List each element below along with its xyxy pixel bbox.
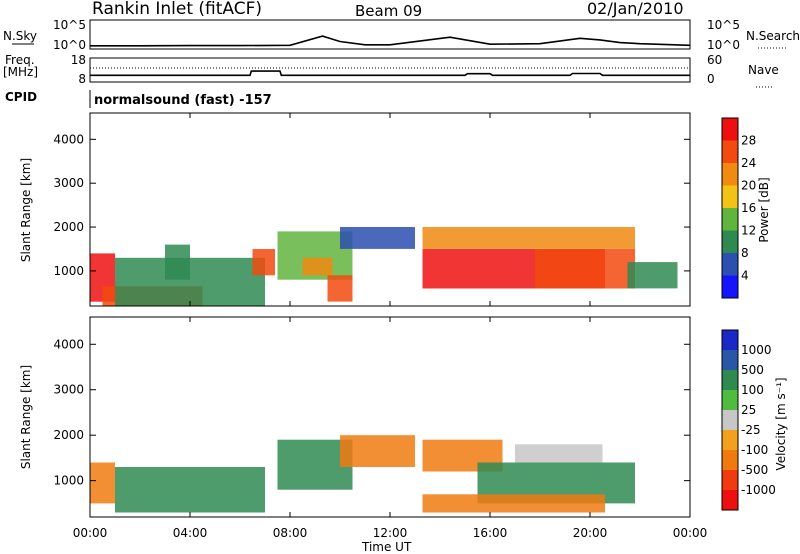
nsky-strip-frame: [89, 19, 691, 50]
freq-unit: [MHz]: [3, 65, 38, 79]
vel-cells-region-1: [115, 467, 265, 513]
time-x-axis: 00:00 04:00 08:00 12:00 16:00 20:00 00:00: [73, 113, 708, 540]
power-scale-frame: [721, 117, 739, 299]
nsky-tick-top: 10^5: [53, 18, 86, 32]
vel-yticks-tick-label-1: 2000: [53, 428, 84, 442]
power-scale-swatch-4: [722, 185, 738, 208]
x-tick-label-4: 16:00: [473, 526, 508, 540]
x-tick-label-5: 20:00: [573, 526, 608, 540]
vel-yticks-tick-label-0: 1000: [53, 474, 84, 488]
power-scale-tick-2: 12: [741, 224, 756, 238]
nsky-series-line: [90, 35, 691, 47]
power-yticks-tick-label-3: 4000: [53, 132, 84, 146]
vel-scale-tick-7: 1000: [741, 343, 772, 357]
freq-label: Freq.: [5, 53, 35, 67]
power-color-scale: 4 8 12 16 20 24 28: [721, 117, 756, 299]
vel-yticks-tick-label-3: 4000: [53, 337, 84, 351]
vel-yticks-tick-label-2: 3000: [53, 383, 84, 397]
velocity-color-scale: -1000 -500 -100 -25 25 100 500 1000: [721, 329, 776, 511]
vel-cells-region-7: [422, 494, 605, 513]
vel-scale-swatch-2: [722, 450, 738, 470]
power-ylabel: Slant Range [km]: [19, 158, 33, 262]
vel-scale-swatch-0: [722, 490, 738, 510]
vel-scale-swatch-5: [722, 390, 738, 410]
vel-scale-swatch-8: [722, 330, 738, 350]
power-cells-region-4: [252, 249, 275, 276]
vel-scale-tick-3: -25: [741, 423, 761, 437]
nave-label: Nave: [748, 63, 779, 77]
velocity-heatmap: [90, 435, 635, 513]
nsearch-tick-top: 10^5: [707, 18, 740, 32]
freq-tick-top: 18: [71, 53, 86, 67]
vel-scale-swatch-3: [722, 430, 738, 450]
vel-scale-tick-6: 500: [741, 363, 764, 377]
cpid-label: CPID: [5, 90, 37, 104]
power-yticks-tick-label-1: 2000: [53, 220, 84, 234]
date-title: 02/Jan/2010: [587, 0, 684, 18]
beam-title: Beam 09: [355, 2, 422, 20]
power-cells-region-10: [422, 227, 635, 249]
power-cells-region-8: [340, 227, 415, 249]
power-heatmap: [90, 227, 678, 306]
power-y-axis: 1000 2000 3000 4000: [53, 132, 690, 278]
vel-scale-swatch-7: [722, 350, 738, 370]
x-axis-label: Time UT: [361, 540, 412, 554]
velocity-scale-label: Velocity [m s⁻¹]: [774, 377, 788, 470]
power-scale-tick-1: 8: [741, 246, 749, 260]
power-scale-tick-6: 28: [741, 134, 756, 148]
power-scale-swatch-3: [722, 208, 738, 231]
cpid-text: normalsound (fast) -157: [94, 93, 272, 108]
power-cells-region-6: [302, 257, 333, 276]
freq-series-line: [90, 70, 690, 77]
power-scale-swatch-5: [722, 163, 738, 186]
vel-cells-region-6: [515, 444, 603, 463]
nave-tick-top: 60: [707, 53, 722, 67]
vel-scale-tick-1: -500: [741, 463, 768, 477]
power-cells-region-12: [627, 262, 678, 289]
freq-tick-bottom: 8: [78, 72, 86, 86]
nave-tick-bottom: 0: [707, 72, 715, 86]
power-scale-tick-3: 16: [741, 201, 756, 215]
x-tick-label-0: 00:00: [73, 526, 108, 540]
vel-scale-swatch-4: [722, 410, 738, 430]
power-scale-tick-0: 4: [741, 269, 749, 283]
nsearch-label: N.Search: [746, 29, 800, 43]
power-yticks-tick-label-0: 1000: [53, 264, 84, 278]
power-cells-region-3: [165, 244, 190, 280]
power-scale-swatch-7: [722, 118, 738, 141]
vel-scale-frame: [721, 329, 739, 511]
vel-scale-tick-4: 25: [741, 403, 756, 417]
x-tick-label-2: 08:00: [273, 526, 308, 540]
power-scale-swatch-1: [722, 253, 738, 276]
vel-cells-region-0: [90, 462, 115, 504]
freq-strip-frame: [89, 57, 691, 83]
velocity-y-axis: 1000 2000 3000 4000: [53, 337, 690, 488]
power-scale-swatch-0: [722, 275, 738, 298]
vel-scale-tick-2: -100: [741, 443, 768, 457]
nsky-tick-bottom: 10^0: [53, 38, 86, 52]
power-scale-label: Power [dB]: [757, 177, 771, 242]
power-scale-tick-5: 24: [741, 156, 756, 170]
nsky-label: N.Sky: [3, 29, 37, 43]
vel-scale-tick-0: -1000: [741, 483, 776, 497]
velocity-ylabel: Slant Range [km]: [19, 365, 33, 469]
power-cells-region-7: [327, 275, 353, 302]
power-scale-swatch-6: [722, 140, 738, 163]
vel-scale-tick-5: 100: [741, 383, 764, 397]
power-yticks-tick-label-2: 3000: [53, 176, 84, 190]
x-tick-label-6: 00:00: [673, 526, 708, 540]
vel-scale-swatch-1: [722, 470, 738, 490]
nsearch-tick-bottom: 10^0: [707, 38, 740, 52]
station-title: Rankin Inlet (fitACF): [92, 0, 262, 19]
power-scale-tick-4: 20: [741, 179, 756, 193]
power-cells-region-11: [535, 249, 635, 289]
vel-scale-swatch-6: [722, 370, 738, 390]
power-scale-swatch-2: [722, 230, 738, 253]
vel-cells-region-3: [340, 435, 415, 467]
x-tick-label-3: 12:00: [373, 526, 408, 540]
x-tick-label-1: 04:00: [173, 526, 208, 540]
